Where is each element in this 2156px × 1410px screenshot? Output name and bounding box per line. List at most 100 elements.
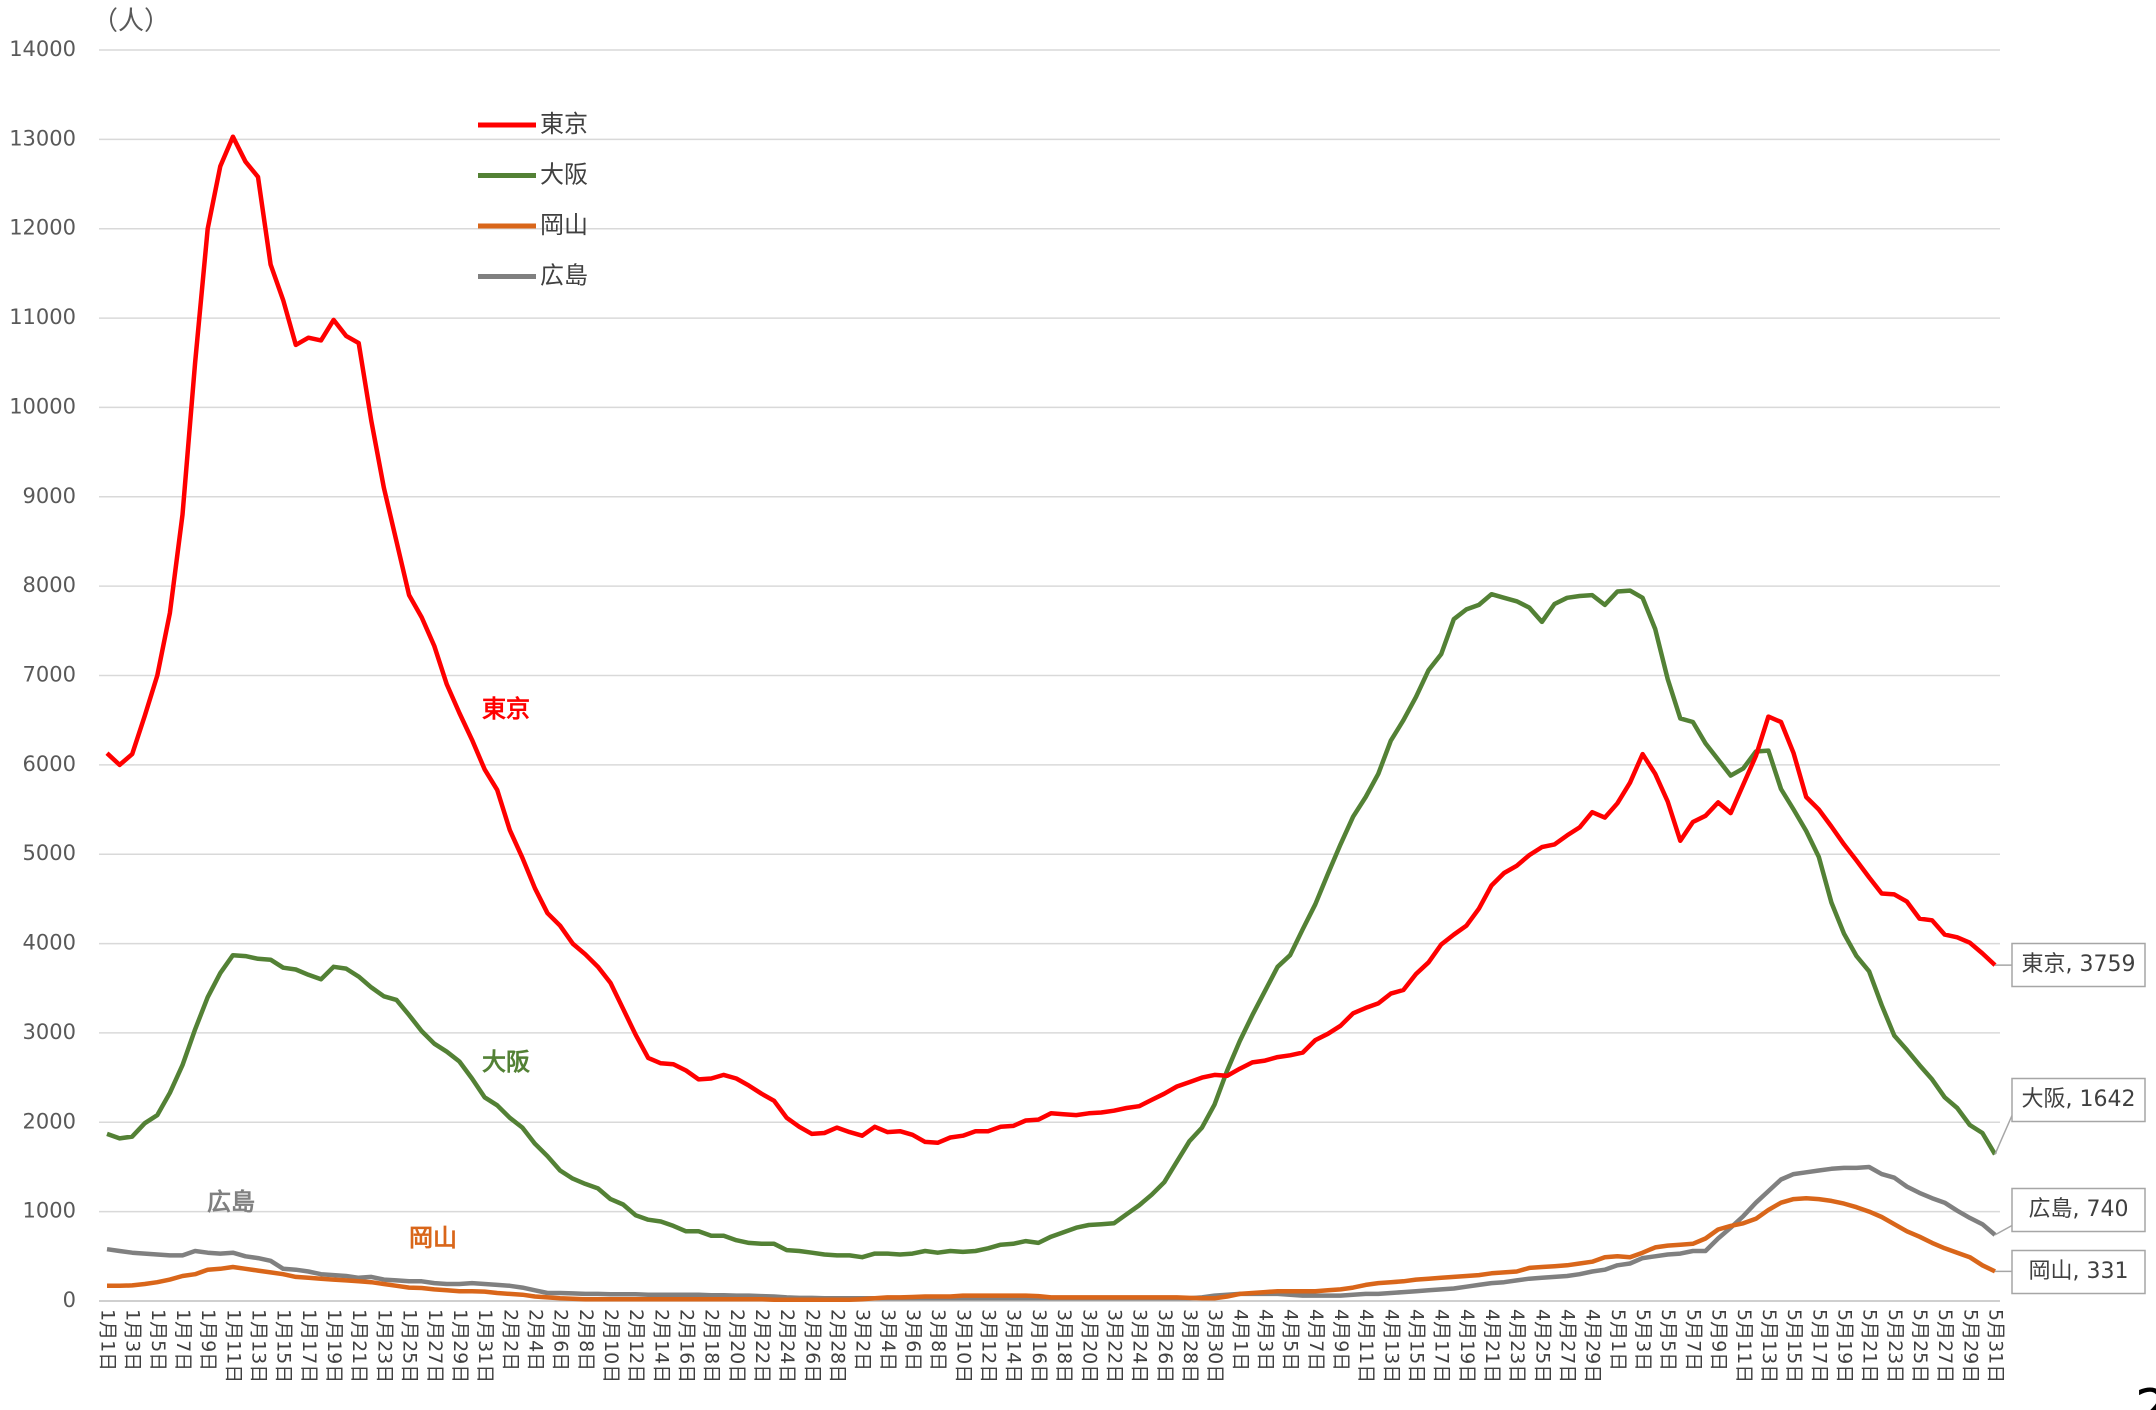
x-tick-label: 5月7日 — [1682, 1309, 1704, 1371]
x-tick-label: 1月7日 — [172, 1309, 194, 1371]
x-tick-label: 4月13日 — [1380, 1309, 1402, 1383]
x-tick-label: 5月27日 — [1934, 1309, 1956, 1383]
x-tick-label: 5月11日 — [1733, 1309, 1755, 1383]
x-tick-label: 3月22日 — [1103, 1309, 1125, 1383]
x-tick-label: 1月27日 — [424, 1309, 446, 1383]
page-number: 2 — [2135, 1379, 2156, 1410]
y-tick-label: 14000 — [9, 37, 76, 61]
callout-line — [1994, 1115, 2013, 1155]
y-tick-label: 9000 — [23, 484, 76, 508]
x-tick-label: 2月16日 — [675, 1309, 697, 1383]
series-line — [107, 1195, 1996, 1302]
x-tick-label: 5月31日 — [1985, 1309, 2007, 1383]
y-tick-label: 3000 — [23, 1020, 76, 1044]
x-tick-label: 3月28日 — [1179, 1309, 1201, 1383]
x-tick-label: 2月18日 — [701, 1309, 723, 1383]
y-tick-label: 11000 — [9, 305, 76, 329]
end-label: 大阪, 1642 — [2022, 1087, 2136, 1112]
x-tick-label: 1月31日 — [474, 1309, 496, 1383]
x-tick-label: 2月6日 — [550, 1309, 572, 1371]
x-tick-label: 4月5日 — [1280, 1309, 1302, 1371]
y-tick-label: 10000 — [9, 394, 76, 418]
y-tick-label: 13000 — [9, 126, 76, 150]
x-tick-label: 1月1日 — [97, 1309, 119, 1371]
end-label: 東京, 3759 — [2022, 952, 2136, 977]
x-tick-label: 5月23日 — [1884, 1309, 1906, 1383]
x-tick-label: 3月24日 — [1129, 1309, 1151, 1383]
x-tick-label: 4月11日 — [1355, 1309, 1377, 1383]
x-tick-label: 2月10日 — [600, 1309, 622, 1383]
x-tick-label: 4月1日 — [1229, 1309, 1251, 1371]
x-tick-label: 1月11日 — [222, 1309, 244, 1383]
y-axis-label: （人） — [92, 7, 170, 37]
x-tick-label: 3月30日 — [1204, 1309, 1226, 1383]
end-label: 広島, 740 — [2029, 1197, 2129, 1222]
x-tick-label: 5月1日 — [1607, 1309, 1629, 1371]
x-tick-label: 5月21日 — [1859, 1309, 1881, 1383]
x-tick-label: 2月24日 — [776, 1309, 798, 1383]
series-annotation: 大阪 — [482, 1048, 530, 1076]
x-tick-label: 1月13日 — [248, 1309, 270, 1383]
y-tick-label: 5000 — [23, 841, 76, 865]
x-tick-label: 2月22日 — [751, 1309, 773, 1383]
series-annotation: 広島 — [207, 1188, 255, 1216]
legend-label: 広島 — [540, 262, 588, 290]
end-label-box — [2011, 1249, 2146, 1295]
x-tick-label: 4月27日 — [1557, 1309, 1579, 1383]
x-tick-label: 2月8日 — [575, 1309, 597, 1371]
series-line — [106, 588, 1997, 1260]
y-tick-label: 4000 — [23, 931, 76, 955]
x-tick-label: 2月4日 — [524, 1309, 546, 1371]
x-tick-label: 3月14日 — [1003, 1309, 1025, 1383]
x-tick-label: 4月25日 — [1531, 1309, 1553, 1383]
x-tick-label: 1月17日 — [298, 1309, 320, 1383]
x-tick-label: 2月12日 — [625, 1309, 647, 1383]
y-tick-label: 8000 — [23, 573, 76, 597]
x-tick-label: 2月14日 — [650, 1309, 672, 1383]
y-tick-label: 7000 — [23, 663, 76, 687]
x-tick-label: 5月13日 — [1758, 1309, 1780, 1383]
y-tick-label: 0 — [63, 1288, 76, 1312]
x-tick-label: 5月5日 — [1657, 1309, 1679, 1371]
x-tick-label: 1月5日 — [147, 1309, 169, 1371]
x-tick-label: 4月3日 — [1254, 1309, 1276, 1371]
x-tick-label: 2月2日 — [499, 1309, 521, 1371]
x-tick-label: 1月21日 — [348, 1309, 370, 1383]
x-tick-label: 1月9日 — [197, 1309, 219, 1371]
x-tick-label: 2月26日 — [801, 1309, 823, 1383]
x-tick-label: 4月23日 — [1506, 1309, 1528, 1383]
legend-label: 岡山 — [540, 211, 588, 239]
x-tick-label: 4月19日 — [1456, 1309, 1478, 1383]
x-tick-label: 3月4日 — [877, 1309, 899, 1371]
end-label-box — [2011, 942, 2146, 988]
end-label: 岡山, 331 — [2029, 1259, 2129, 1284]
x-tick-label: 5月29日 — [1959, 1309, 1981, 1383]
x-tick-label: 5月3日 — [1632, 1309, 1654, 1371]
x-tick-label: 3月18日 — [1053, 1309, 1075, 1383]
y-tick-label: 1000 — [23, 1199, 76, 1223]
x-tick-label: 5月17日 — [1808, 1309, 1830, 1383]
callout-line — [1994, 1224, 2013, 1236]
legend-label: 大阪 — [540, 161, 588, 189]
x-tick-label: 3月6日 — [902, 1309, 924, 1371]
x-tick-label: 2月28日 — [827, 1309, 849, 1383]
x-tick-label: 1月3日 — [122, 1309, 144, 1371]
y-tick-label: 2000 — [23, 1109, 76, 1133]
series-line — [105, 134, 1997, 1146]
end-label-box — [2011, 1187, 2146, 1233]
x-tick-label: 1月23日 — [373, 1309, 395, 1383]
series-annotation: 岡山 — [409, 1224, 457, 1252]
legend-label: 東京 — [540, 110, 588, 138]
x-tick-label: 4月9日 — [1330, 1309, 1352, 1371]
end-label-box — [2011, 1077, 2146, 1123]
x-tick-label: 1月19日 — [323, 1309, 345, 1383]
x-tick-label: 3月12日 — [978, 1309, 1000, 1383]
x-tick-label: 3月16日 — [1028, 1309, 1050, 1383]
x-tick-label: 3月8日 — [927, 1309, 949, 1371]
x-tick-label: 2月20日 — [726, 1309, 748, 1383]
x-tick-label: 4月7日 — [1305, 1309, 1327, 1371]
x-tick-label: 4月21日 — [1481, 1309, 1503, 1383]
x-tick-label: 3月26日 — [1154, 1309, 1176, 1383]
